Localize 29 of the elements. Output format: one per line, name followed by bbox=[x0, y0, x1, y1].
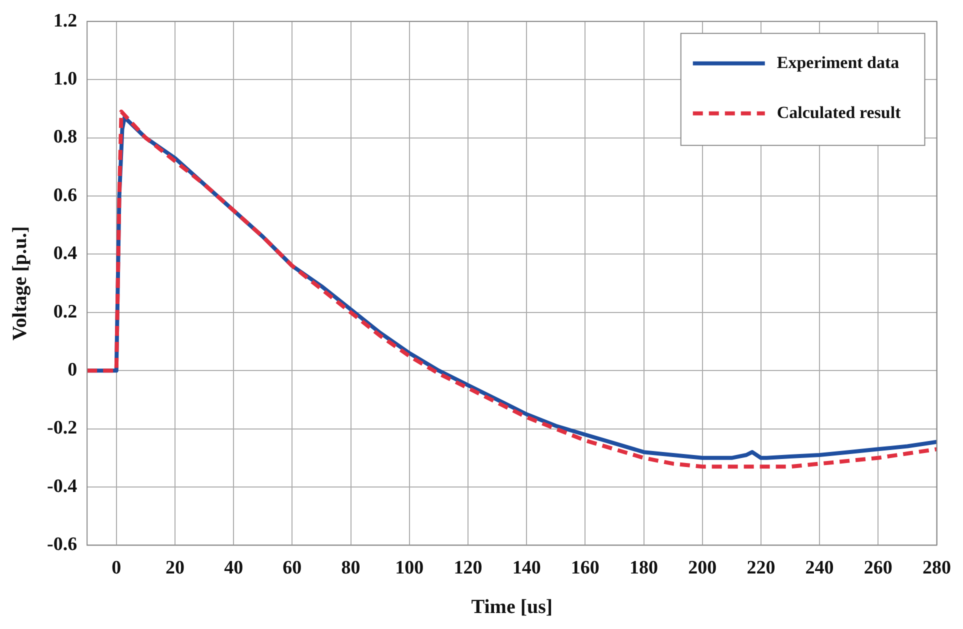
y-tick-label: 0.8 bbox=[53, 126, 78, 148]
x-tick-label: 260 bbox=[864, 558, 892, 579]
x-tick-label: 220 bbox=[746, 558, 776, 579]
x-tick-label: 160 bbox=[570, 558, 600, 579]
x-tick-label: 20 bbox=[165, 558, 184, 579]
x-tick-label: 0 bbox=[112, 558, 122, 579]
y-axis-title: Voltage [p.u.] bbox=[9, 226, 32, 340]
y-tick-label: 0.4 bbox=[53, 243, 78, 264]
x-axis-title: Time [us] bbox=[471, 596, 553, 618]
x-tick-label: 200 bbox=[688, 558, 717, 579]
y-tick-label: 1.2 bbox=[53, 10, 78, 32]
y-tick-label: -0.6 bbox=[47, 534, 78, 556]
x-tick-label: 280 bbox=[922, 558, 951, 579]
y-tick-label: 0 bbox=[68, 360, 78, 381]
legend-label: Calculated result bbox=[776, 102, 902, 122]
x-tick-label: 40 bbox=[224, 558, 244, 579]
y-tick-label: 0.2 bbox=[53, 301, 78, 322]
x-tick-label: 140 bbox=[512, 558, 541, 579]
y-tick-label: -0.2 bbox=[47, 418, 78, 439]
x-tick-label: 80 bbox=[341, 558, 360, 579]
y-tick-label: 1.0 bbox=[53, 68, 78, 90]
legend-label: Experiment data bbox=[776, 52, 900, 72]
y-tick-label: -0.4 bbox=[47, 476, 78, 497]
x-tick-label: 180 bbox=[630, 558, 658, 579]
x-tick-label: 60 bbox=[282, 558, 302, 579]
y-tick-label: 0.6 bbox=[53, 184, 78, 206]
x-tick-label: 100 bbox=[395, 558, 424, 579]
x-tick-label: 120 bbox=[454, 558, 482, 579]
x-tick-label: 240 bbox=[805, 558, 834, 579]
